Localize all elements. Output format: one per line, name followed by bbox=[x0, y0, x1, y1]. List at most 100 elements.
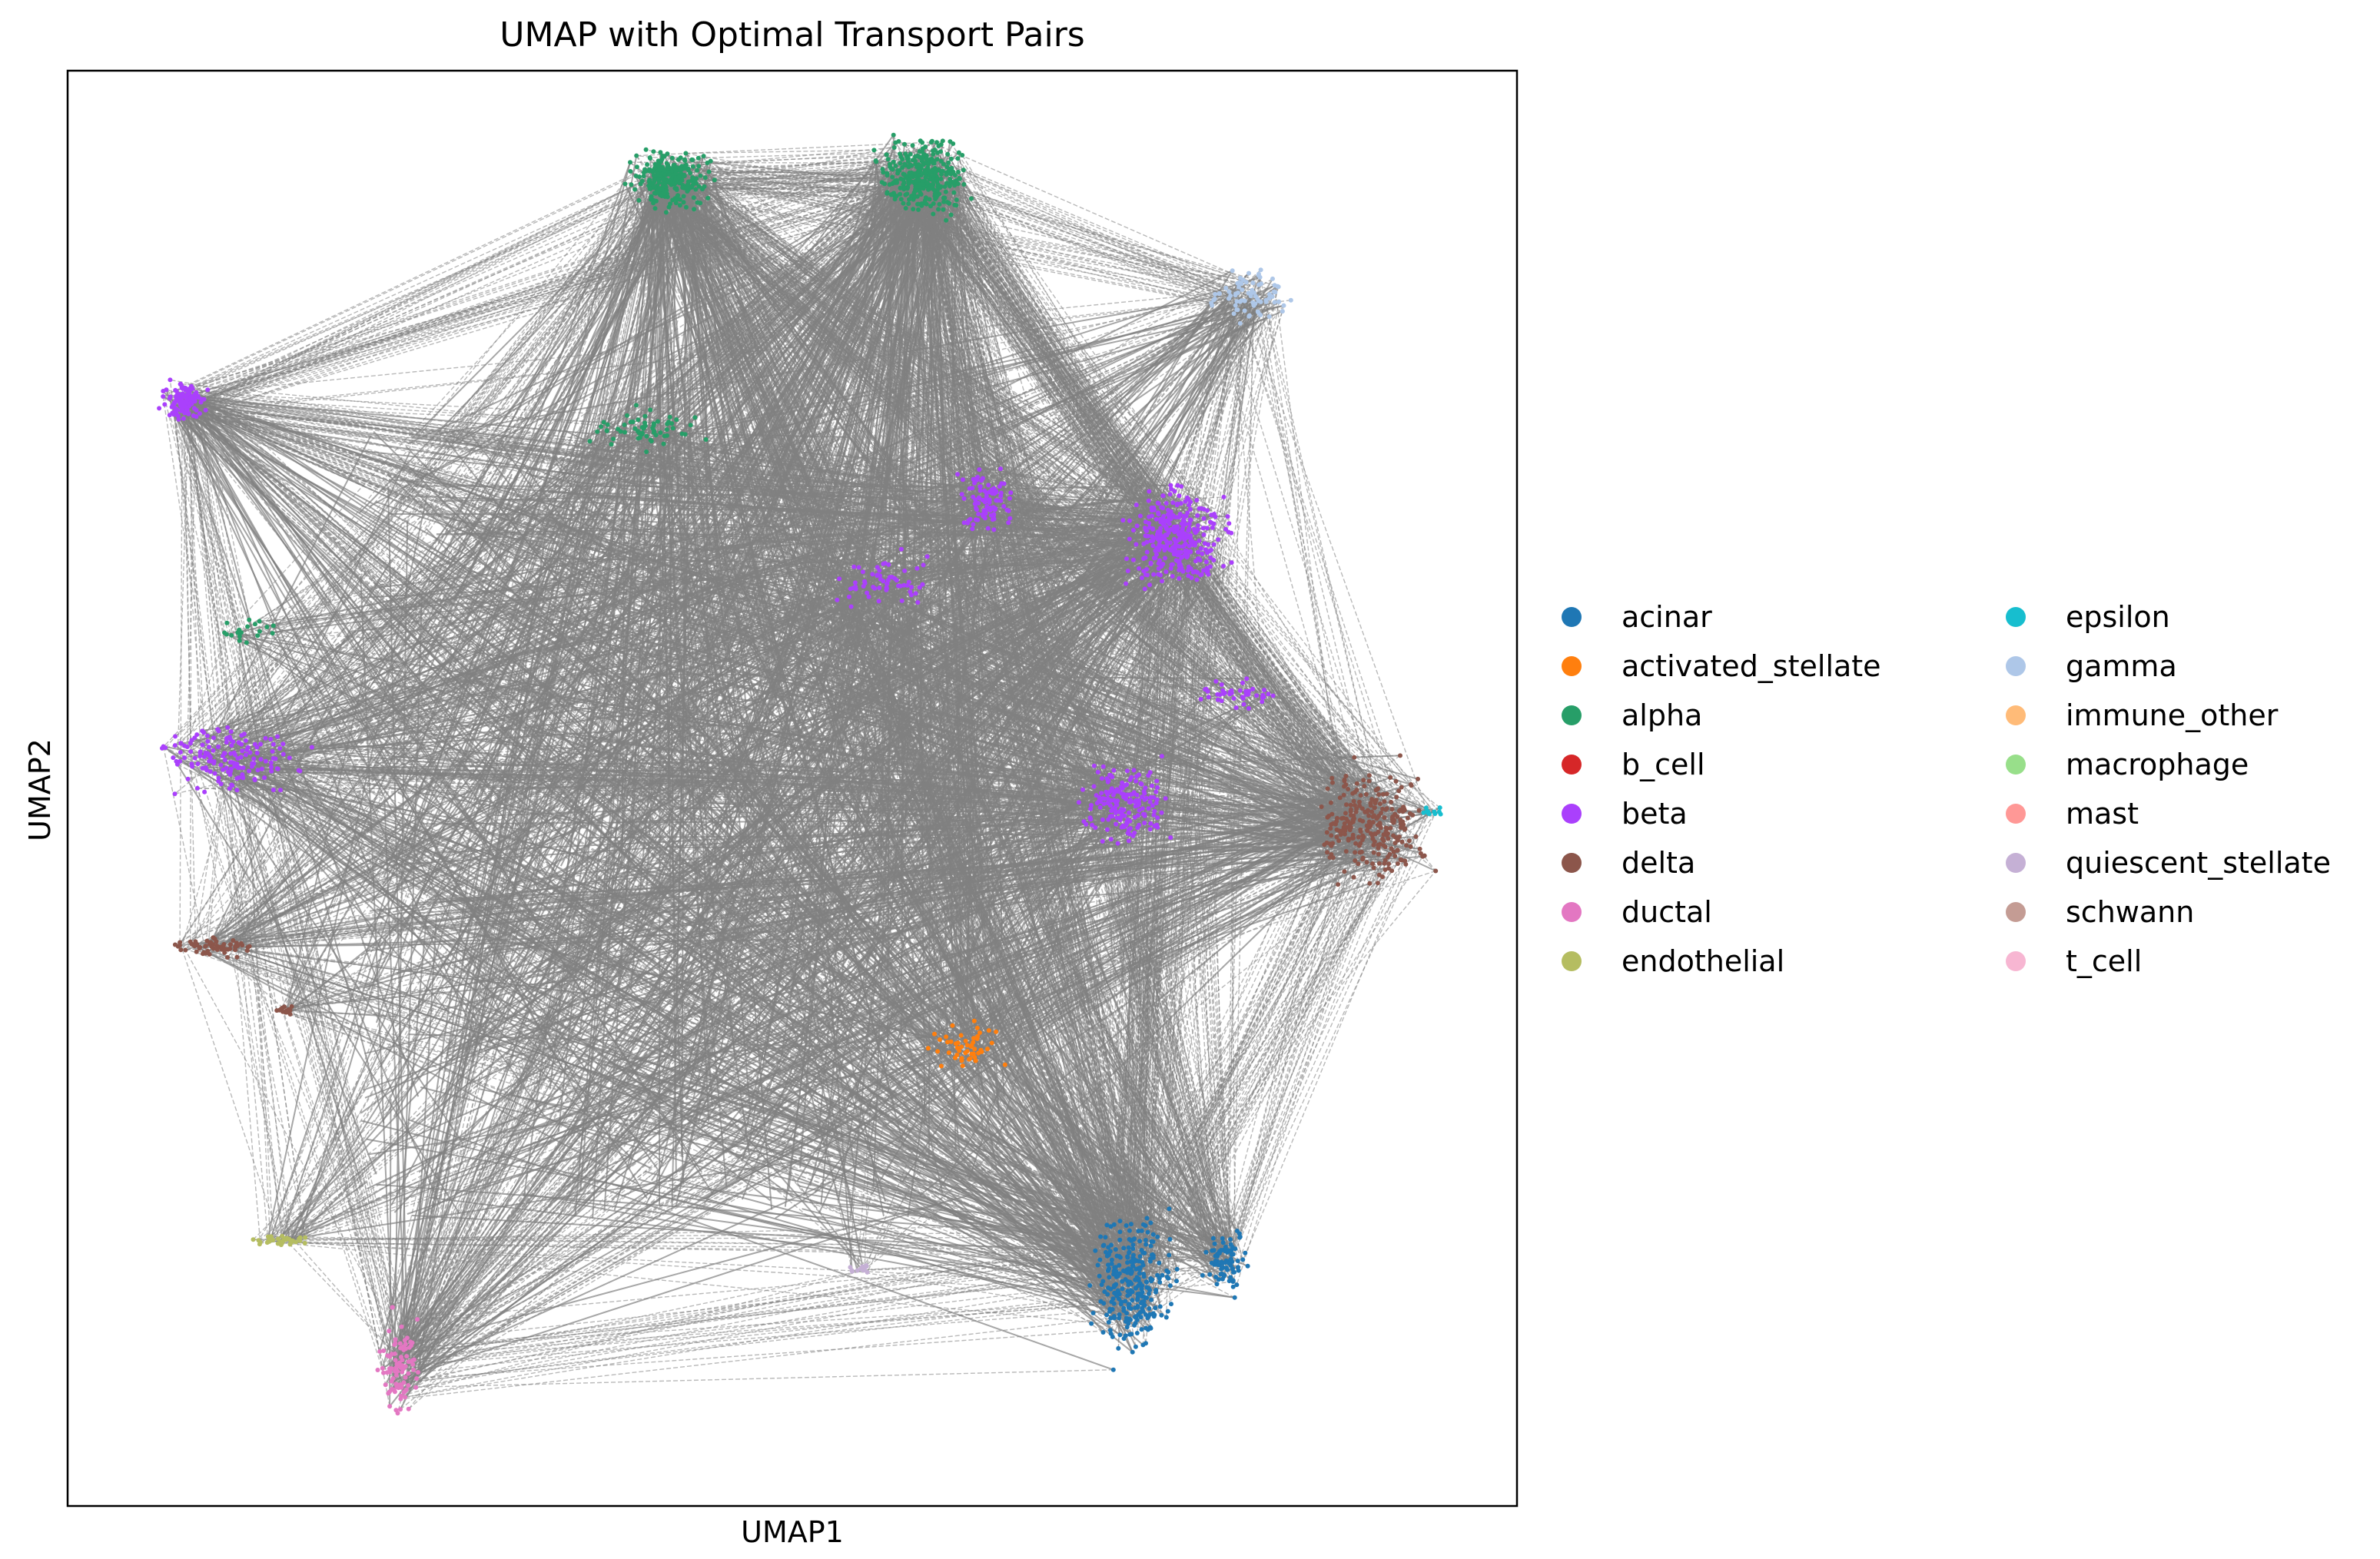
cell-point-gamma bbox=[1223, 286, 1229, 290]
cell-point-alpha bbox=[915, 201, 920, 207]
pair-line bbox=[1110, 856, 1423, 1331]
cell-point-alpha bbox=[682, 157, 687, 162]
cell-point-alpha bbox=[901, 171, 906, 177]
pair-line bbox=[207, 754, 306, 1238]
cell-point-alpha bbox=[943, 189, 948, 194]
pair-line bbox=[199, 172, 672, 414]
cell-point-alpha bbox=[898, 197, 904, 202]
cell-point-beta bbox=[161, 394, 166, 399]
cell-point-alpha bbox=[944, 172, 949, 177]
cell-point-beta bbox=[982, 488, 988, 493]
cell-point-alpha bbox=[927, 160, 932, 165]
pair-line bbox=[267, 1240, 1128, 1259]
pair-line bbox=[236, 943, 285, 1239]
cell-point-alpha bbox=[661, 441, 666, 446]
cell-point-alpha bbox=[898, 161, 903, 166]
pair-line bbox=[1234, 295, 1399, 791]
cell-point-alpha bbox=[680, 185, 685, 191]
cell-point-beta bbox=[997, 484, 1002, 489]
cell-point-alpha bbox=[634, 153, 639, 158]
cell-point-beta bbox=[1146, 498, 1151, 503]
pair-line bbox=[226, 161, 662, 635]
pair-line bbox=[1149, 296, 1252, 1315]
cell-point-beta bbox=[984, 493, 989, 499]
cell-point-gamma bbox=[1233, 303, 1238, 308]
cell-point-beta bbox=[987, 497, 992, 503]
pair-line bbox=[177, 169, 665, 416]
pair-line bbox=[200, 402, 391, 1373]
cell-point-alpha bbox=[931, 151, 936, 157]
cell-point-beta bbox=[971, 522, 976, 527]
cell-point-gamma bbox=[1213, 291, 1218, 297]
cell-point-alpha bbox=[968, 196, 974, 201]
cell-point-alpha bbox=[656, 419, 660, 424]
cell-point-gamma bbox=[1210, 303, 1215, 308]
cell-point-alpha bbox=[642, 413, 648, 419]
cell-point-alpha bbox=[690, 158, 695, 162]
cell-point-alpha bbox=[664, 427, 669, 432]
cell-point-gamma bbox=[1227, 289, 1232, 294]
cell-point-alpha bbox=[894, 194, 899, 199]
cell-point-alpha bbox=[927, 176, 932, 181]
cell-point-alpha bbox=[662, 433, 667, 439]
pair-line bbox=[1130, 815, 1369, 1291]
pair-line bbox=[1180, 312, 1260, 515]
cell-point-beta bbox=[186, 411, 191, 416]
cell-point-alpha bbox=[931, 211, 936, 217]
cell-point-alpha bbox=[652, 206, 658, 211]
cell-point-beta bbox=[171, 412, 177, 417]
cell-point-alpha bbox=[628, 160, 632, 165]
cell-point-gamma bbox=[1272, 300, 1277, 305]
pair-line bbox=[291, 1242, 1129, 1285]
cell-point-gamma bbox=[1267, 292, 1272, 297]
cell-point-alpha bbox=[931, 158, 937, 164]
pair-line bbox=[926, 172, 1126, 1272]
cell-point-beta bbox=[168, 377, 173, 383]
pair-line bbox=[1120, 818, 1359, 838]
pair-line bbox=[1210, 303, 1355, 801]
cell-point-alpha bbox=[906, 197, 911, 202]
pair-line bbox=[396, 170, 653, 1376]
pair-line bbox=[176, 158, 673, 392]
pair-line bbox=[214, 160, 659, 775]
pair-line bbox=[245, 755, 274, 1241]
cell-point-beta bbox=[985, 526, 991, 531]
cell-point-gamma bbox=[1281, 303, 1286, 308]
cell-point-beta bbox=[977, 496, 982, 501]
cell-point-alpha bbox=[681, 200, 686, 205]
cell-point-alpha bbox=[945, 151, 951, 157]
cell-point-alpha bbox=[694, 176, 699, 181]
cell-point-gamma bbox=[1240, 277, 1246, 283]
cell-point-alpha bbox=[955, 156, 961, 161]
cell-point-alpha bbox=[933, 170, 938, 175]
cell-point-alpha bbox=[668, 201, 673, 207]
cell-point-beta bbox=[978, 484, 983, 489]
cell-point-alpha bbox=[703, 437, 709, 442]
pair-line bbox=[185, 159, 693, 413]
pair-line bbox=[234, 766, 290, 1239]
pair-line bbox=[199, 198, 678, 414]
cell-point-gamma bbox=[1256, 273, 1261, 278]
cell-point-alpha bbox=[637, 174, 642, 179]
cell-point-gamma bbox=[1226, 296, 1231, 301]
cell-point-beta bbox=[189, 401, 194, 406]
pair-line bbox=[1150, 1299, 1167, 1318]
cell-point-beta bbox=[972, 480, 977, 486]
pair-line bbox=[1217, 811, 1428, 1254]
cell-point-alpha bbox=[916, 207, 921, 212]
cell-point-alpha bbox=[647, 155, 652, 161]
cell-point-alpha bbox=[679, 431, 685, 436]
cell-point-beta bbox=[998, 493, 1004, 499]
pair-line bbox=[401, 1369, 1114, 1388]
pair-line bbox=[271, 192, 656, 752]
pair-line bbox=[412, 1250, 1096, 1362]
pair-line bbox=[1182, 300, 1245, 530]
cell-point-beta bbox=[980, 476, 985, 481]
cell-point-beta bbox=[998, 466, 1003, 472]
cell-point-gamma bbox=[1280, 309, 1285, 314]
pair-line bbox=[1222, 785, 1412, 1264]
pair-line bbox=[300, 870, 1436, 1239]
cell-point-alpha bbox=[923, 175, 928, 180]
cell-point-alpha bbox=[696, 164, 702, 169]
cell-point-alpha bbox=[941, 195, 946, 201]
